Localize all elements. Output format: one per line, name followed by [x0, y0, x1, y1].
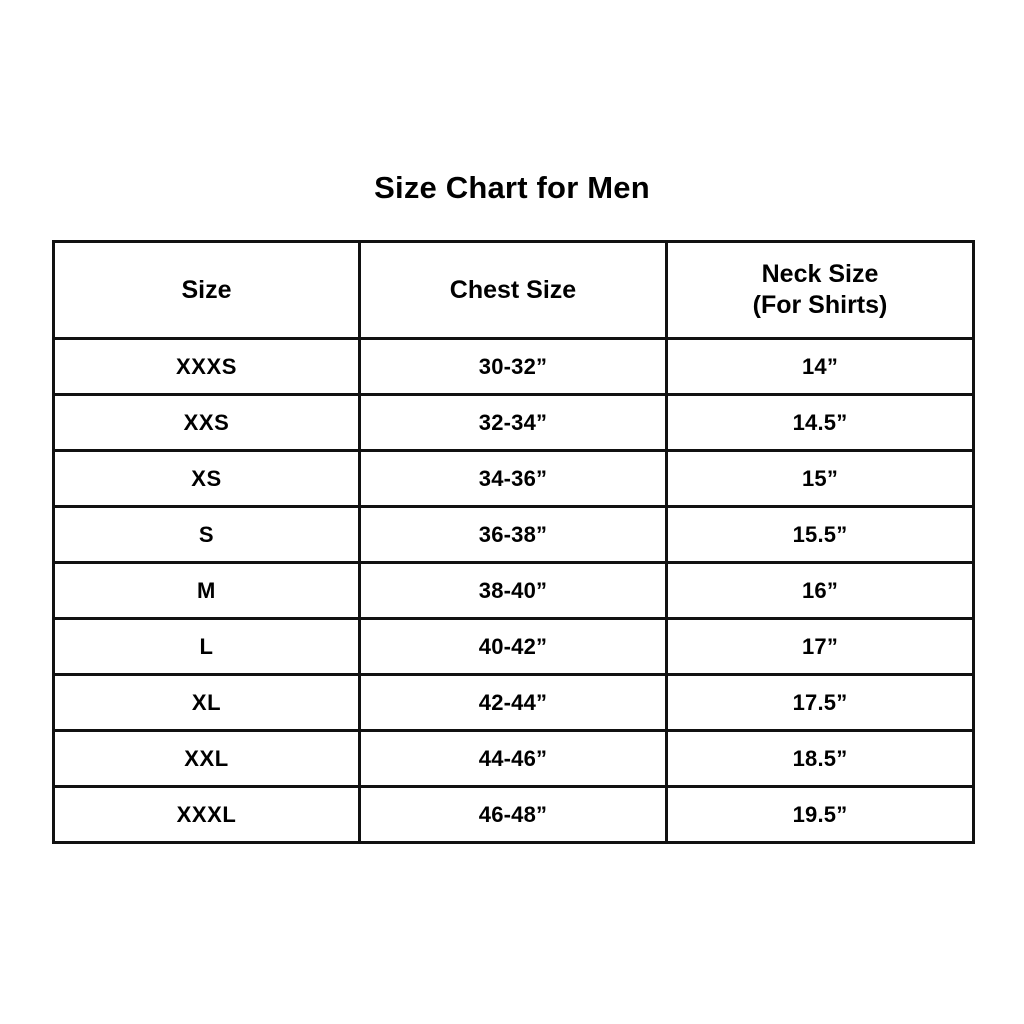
cell-chest: 38-40”	[358, 561, 668, 620]
table-body: XXXS 30-32” 14” XXS 32-34” 14.5” XS 34-3…	[52, 337, 975, 844]
table-row: L 40-42” 17”	[52, 617, 975, 676]
table-header-row: Size Chest Size Neck Size (For Shirts)	[52, 240, 975, 340]
column-header-neck-line-1: Neck Size	[761, 260, 879, 288]
cell-size: XXL	[52, 729, 361, 788]
cell-size: L	[52, 617, 361, 676]
cell-chest: 40-42”	[358, 617, 668, 676]
table-row: XXS 32-34” 14.5”	[52, 393, 975, 452]
cell-size: XXXS	[52, 337, 361, 396]
cell-size: M	[52, 561, 361, 620]
table-row: S 36-38” 15.5”	[52, 505, 975, 564]
cell-neck: 19.5”	[665, 785, 975, 844]
column-header-chest-line-1: Chest Size	[449, 275, 577, 304]
column-header-neck-line-2: (For Shirts)	[752, 291, 888, 319]
column-header-size-line-1: Size	[181, 275, 232, 304]
cell-neck: 16”	[665, 561, 975, 620]
cell-neck: 14.5”	[665, 393, 975, 452]
column-header-neck: Neck Size (For Shirts)	[665, 240, 975, 340]
cell-size: XS	[52, 449, 361, 508]
cell-neck: 17.5”	[665, 673, 975, 732]
cell-size: S	[52, 505, 361, 564]
size-table-container: Size Chest Size Neck Size (For Shirts) X…	[52, 240, 975, 844]
column-header-chest: Chest Size	[358, 240, 668, 340]
table-row: M 38-40” 16”	[52, 561, 975, 620]
size-chart-table: Size Chest Size Neck Size (For Shirts) X…	[52, 240, 975, 844]
table-row: XXXL 46-48” 19.5”	[52, 785, 975, 844]
cell-size: XXS	[52, 393, 361, 452]
cell-neck: 15”	[665, 449, 975, 508]
cell-chest: 30-32”	[358, 337, 668, 396]
cell-chest: 46-48”	[358, 785, 668, 844]
table-row: XS 34-36” 15”	[52, 449, 975, 508]
cell-chest: 36-38”	[358, 505, 668, 564]
page-title: Size Chart for Men	[374, 170, 650, 205]
table-row: XXL 44-46” 18.5”	[52, 729, 975, 788]
cell-size: XXXL	[52, 785, 361, 844]
cell-chest: 44-46”	[358, 729, 668, 788]
cell-chest: 32-34”	[358, 393, 668, 452]
cell-chest: 34-36”	[358, 449, 668, 508]
cell-size: XL	[52, 673, 361, 732]
cell-neck: 14”	[665, 337, 975, 396]
cell-neck: 15.5”	[665, 505, 975, 564]
cell-neck: 18.5”	[665, 729, 975, 788]
table-row: XXXS 30-32” 14”	[52, 337, 975, 396]
cell-chest: 42-44”	[358, 673, 668, 732]
column-header-size: Size	[52, 240, 361, 340]
table-row: XL 42-44” 17.5”	[52, 673, 975, 732]
table-header: Size Chest Size Neck Size (For Shirts)	[52, 240, 975, 340]
cell-neck: 17”	[665, 617, 975, 676]
